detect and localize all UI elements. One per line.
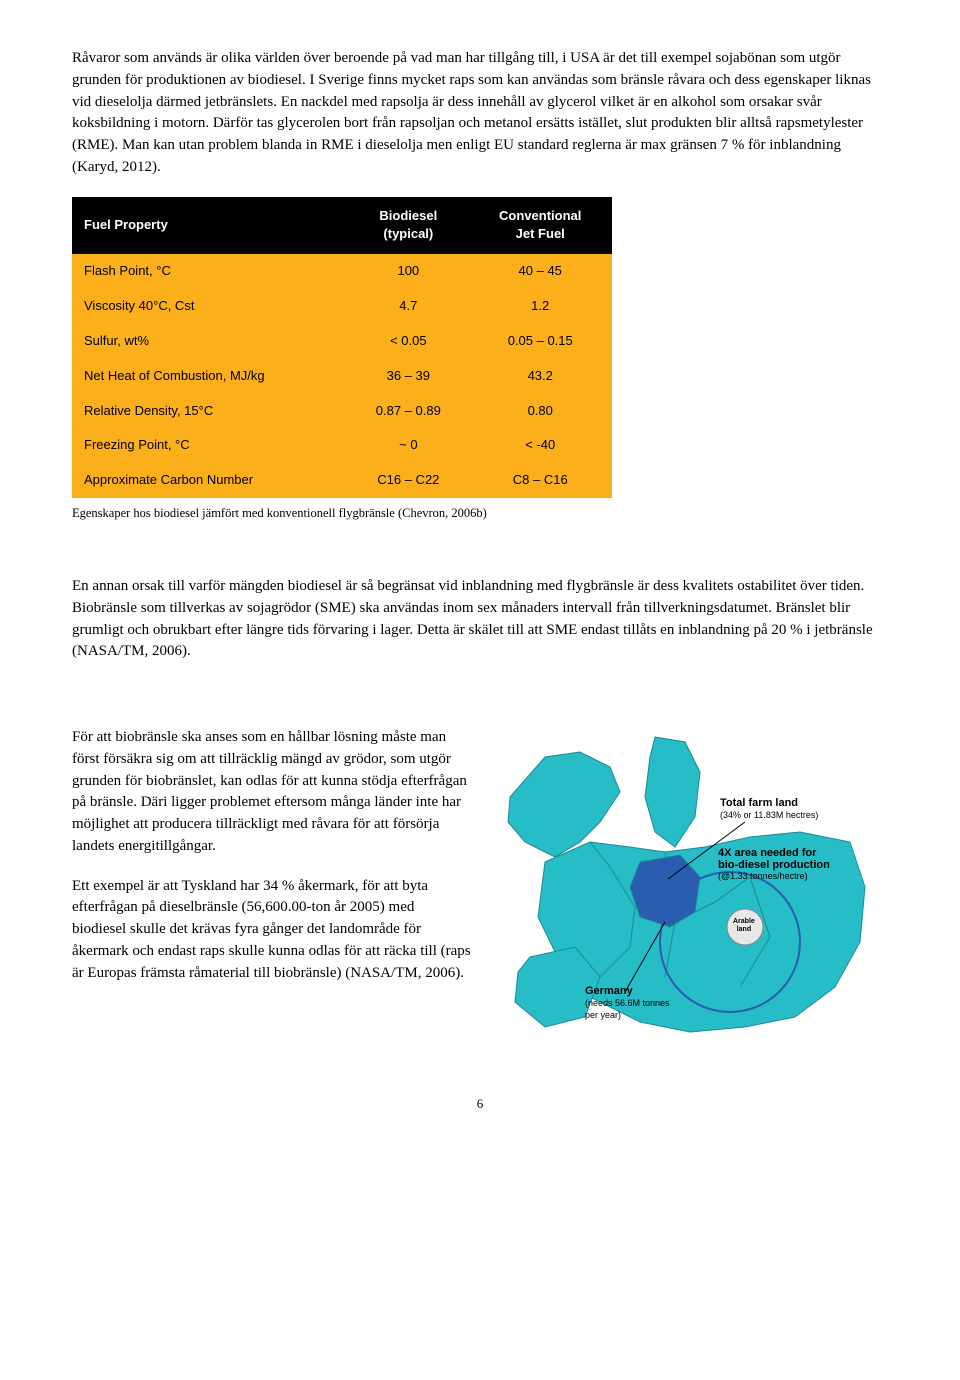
table-cell: C16 – C22 (348, 463, 468, 498)
col-fuel-property: Fuel Property (72, 197, 348, 255)
table-cell: Freezing Point, °C (72, 428, 348, 463)
table-cell: < -40 (468, 428, 612, 463)
table-cell: 0.80 (468, 394, 612, 429)
paragraph-2: En annan orsak till varför mängden biodi… (72, 576, 888, 663)
table-caption: Egenskaper hos biodiesel jämfört med kon… (72, 504, 888, 522)
paragraph-1: Råvaror som används är olika världen öve… (72, 48, 888, 179)
table-cell: 4.7 (348, 289, 468, 324)
land-northwest (508, 752, 620, 857)
table-cell: 40 – 45 (468, 254, 612, 289)
table-cell: Relative Density, 15°C (72, 394, 348, 429)
table-row: Approximate Carbon NumberC16 – C22C8 – C… (72, 463, 612, 498)
table-cell: 36 – 39 (348, 359, 468, 394)
table-cell: 0.05 – 0.15 (468, 324, 612, 359)
table-cell: Viscosity 40°C, Cst (72, 289, 348, 324)
paragraph-4: Ett exempel är att Tyskland har 34 % åke… (72, 876, 472, 985)
table-cell: 100 (348, 254, 468, 289)
europe-map: Total farm land (34% or 11.83M hectres) … (490, 727, 870, 1047)
paragraph-3: För att biobränsle ska anses som en håll… (72, 727, 472, 858)
table-row: Freezing Point, °C~ 0< -40 (72, 428, 612, 463)
table-cell: C8 – C16 (468, 463, 612, 498)
label-germany-text: Germany (585, 985, 633, 997)
label-fourx-text: 4X area needed for bio-diesel production (718, 847, 830, 871)
page-number: 6 (72, 1095, 888, 1114)
table-cell: < 0.05 (348, 324, 468, 359)
table-cell: ~ 0 (348, 428, 468, 463)
label-fourx: 4X area needed for bio-diesel production… (718, 835, 830, 893)
table-row: Net Heat of Combustion, MJ/kg36 – 3943.2 (72, 359, 612, 394)
label-total-farm-sub: (34% or 11.83M hectres) (720, 810, 818, 820)
label-germany-sub: (needs 56.6M tonnes per year) (585, 998, 670, 1020)
label-germany: Germany (needs 56.6M tonnes per year) (585, 985, 670, 1021)
table-cell: 0.87 – 0.89 (348, 394, 468, 429)
table-cell: Approximate Carbon Number (72, 463, 348, 498)
table-cell: 43.2 (468, 359, 612, 394)
table-row: Viscosity 40°C, Cst4.71.2 (72, 289, 612, 324)
table-cell: Sulfur, wt% (72, 324, 348, 359)
table-row: Sulfur, wt%< 0.050.05 – 0.15 (72, 324, 612, 359)
table-cell: 1.2 (468, 289, 612, 324)
table-row: Flash Point, °C10040 – 45 (72, 254, 612, 289)
table-cell: Net Heat of Combustion, MJ/kg (72, 359, 348, 394)
table-cell: Flash Point, °C (72, 254, 348, 289)
label-fourx-sub: (@1.33 tonnes/hectre) (718, 872, 830, 882)
col-jetfuel: Conventional Jet Fuel (468, 197, 612, 255)
land-scandinavia (645, 737, 700, 847)
table-body: Flash Point, °C10040 – 45Viscosity 40°C,… (72, 254, 612, 498)
fuel-property-table: Fuel Property Biodiesel (typical) Conven… (72, 197, 612, 499)
table-header-row: Fuel Property Biodiesel (typical) Conven… (72, 197, 612, 255)
label-total-farm: Total farm land (34% or 11.83M hectres) (720, 797, 818, 821)
table-row: Relative Density, 15°C0.87 – 0.890.80 (72, 394, 612, 429)
label-arable: Arable land (733, 918, 755, 933)
label-total-farm-text: Total farm land (720, 797, 798, 809)
col-biodiesel: Biodiesel (typical) (348, 197, 468, 255)
